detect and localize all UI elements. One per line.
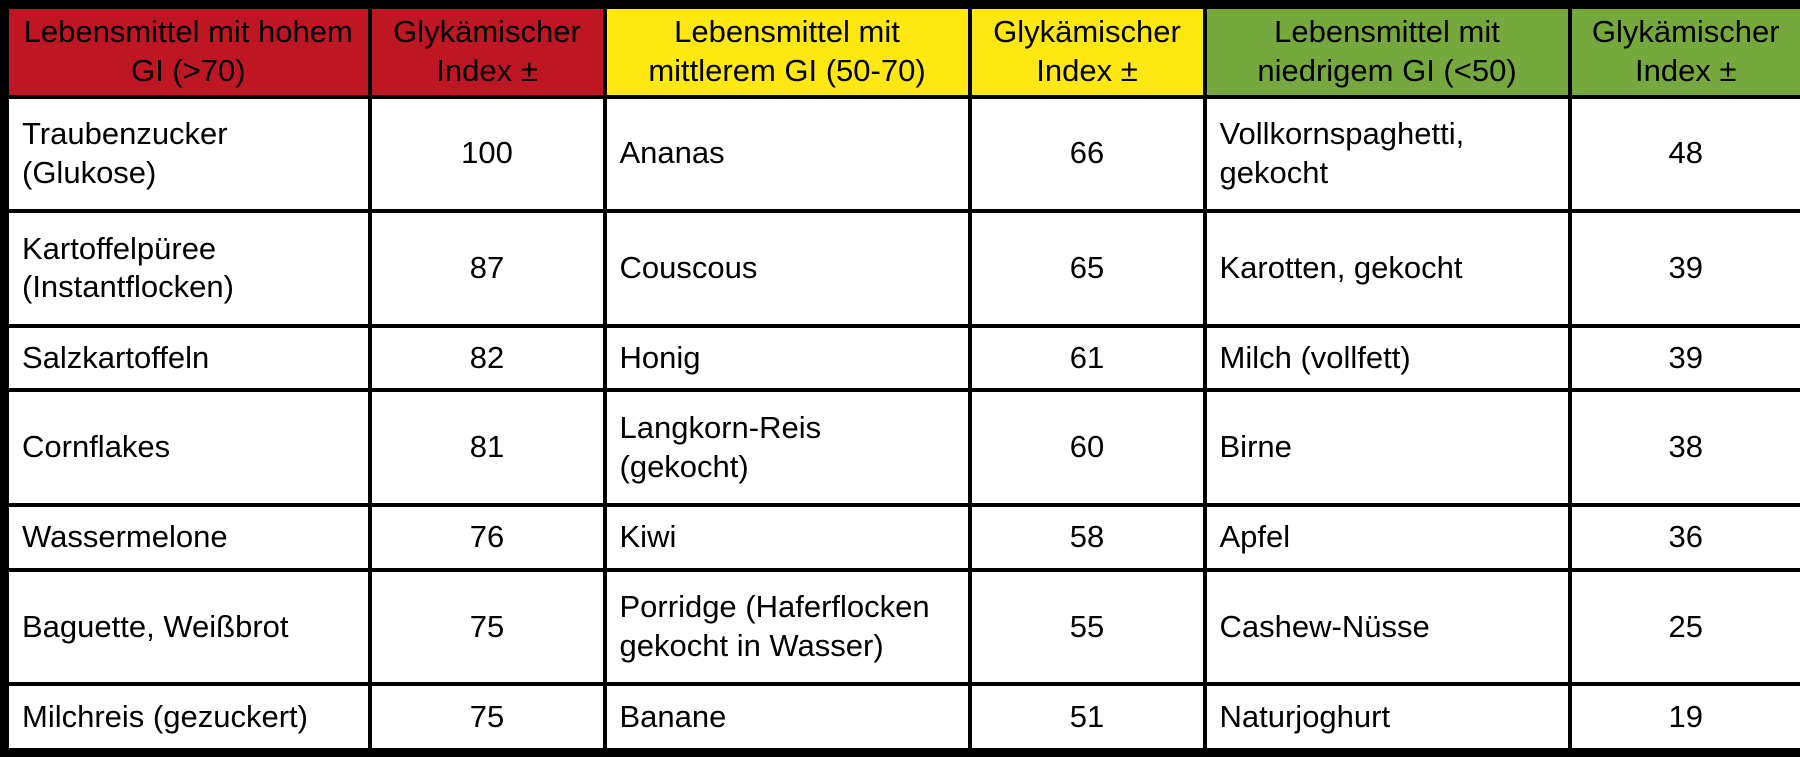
food-name-cell: Kiwi — [602, 502, 972, 572]
gi-value-cell: 60 — [967, 388, 1207, 507]
gi-value-cell: 48 — [1567, 94, 1800, 213]
food-name-cell: Salzkartoffeln — [2, 323, 372, 393]
header-low-gi-index: Glykämischer Index ± — [1567, 2, 1800, 99]
gi-value-cell: 87 — [367, 209, 607, 328]
table-row: Traubenzucker (Glukose) 100 Ananas 66 Vo… — [2, 94, 1800, 213]
food-name-cell: Vollkornspaghetti, gekocht — [1202, 94, 1572, 213]
gi-value-cell: 58 — [967, 502, 1207, 572]
food-name-cell: Naturjoghurt — [1202, 682, 1572, 755]
food-name-cell: Birne — [1202, 388, 1572, 507]
header-high-gi-foods: Lebensmittel mit hohem GI (>70) — [2, 2, 372, 99]
gi-value-cell: 51 — [967, 682, 1207, 755]
table-row: Kartoffelpüree (Instantflocken) 87 Cousc… — [2, 209, 1800, 328]
food-name-cell: Ananas — [602, 94, 972, 213]
food-name-cell: Karotten, gekocht — [1202, 209, 1572, 328]
header-low-gi-foods: Lebensmittel mit niedrigem GI (<50) — [1202, 2, 1572, 99]
gi-value-cell: 75 — [367, 682, 607, 755]
food-name-cell: Milchreis (gezuckert) — [2, 682, 372, 755]
food-name-cell: Honig — [602, 323, 972, 393]
food-name-cell: Couscous — [602, 209, 972, 328]
food-name-cell: Traubenzucker (Glukose) — [2, 94, 372, 213]
food-name-cell: Milch (vollfett) — [1202, 323, 1572, 393]
gi-value-cell: 39 — [1567, 209, 1800, 328]
gi-value-cell: 66 — [967, 94, 1207, 213]
food-name-cell: Baguette, Weißbrot — [2, 567, 372, 687]
table-row: Salzkartoffeln 82 Honig 61 Milch (vollfe… — [2, 323, 1800, 393]
header-medium-gi-index: Glykämischer Index ± — [967, 2, 1207, 99]
food-name-cell: Banane — [602, 682, 972, 755]
gi-value-cell: 38 — [1567, 388, 1800, 507]
food-name-cell: Cornflakes — [2, 388, 372, 507]
table-row: Wassermelone 76 Kiwi 58 Apfel 36 — [2, 502, 1800, 572]
table-row: Cornflakes 81 Langkorn-Reis (gekocht) 60… — [2, 388, 1800, 507]
food-name-cell: Langkorn-Reis (gekocht) — [602, 388, 972, 507]
gi-value-cell: 65 — [967, 209, 1207, 328]
gi-value-cell: 76 — [367, 502, 607, 572]
gi-value-cell: 19 — [1567, 682, 1800, 755]
header-medium-gi-foods: Lebensmittel mit mittlerem GI (50-70) — [602, 2, 972, 99]
food-name-cell: Kartoffelpüree (Instantflocken) — [2, 209, 372, 328]
header-row: Lebensmittel mit hohem GI (>70) Glykämis… — [2, 2, 1800, 99]
food-name-cell: Porridge (Haferflocken gekocht in Wasser… — [602, 567, 972, 687]
gi-value-cell: 39 — [1567, 323, 1800, 393]
gi-value-cell: 82 — [367, 323, 607, 393]
table-row: Milchreis (gezuckert) 75 Banane 51 Natur… — [2, 682, 1800, 755]
gi-value-cell: 100 — [367, 94, 607, 213]
gi-value-cell: 55 — [967, 567, 1207, 687]
gi-value-cell: 75 — [367, 567, 607, 687]
food-name-cell: Cashew-Nüsse — [1202, 567, 1572, 687]
gi-value-cell: 36 — [1567, 502, 1800, 572]
table-row: Baguette, Weißbrot 75 Porridge (Haferflo… — [2, 567, 1800, 687]
food-name-cell: Wassermelone — [2, 502, 372, 572]
gi-value-cell: 81 — [367, 388, 607, 507]
header-high-gi-index: Glykämischer Index ± — [367, 2, 607, 99]
gi-value-cell: 25 — [1567, 567, 1800, 687]
food-name-cell: Apfel — [1202, 502, 1572, 572]
gi-value-cell: 61 — [967, 323, 1207, 393]
